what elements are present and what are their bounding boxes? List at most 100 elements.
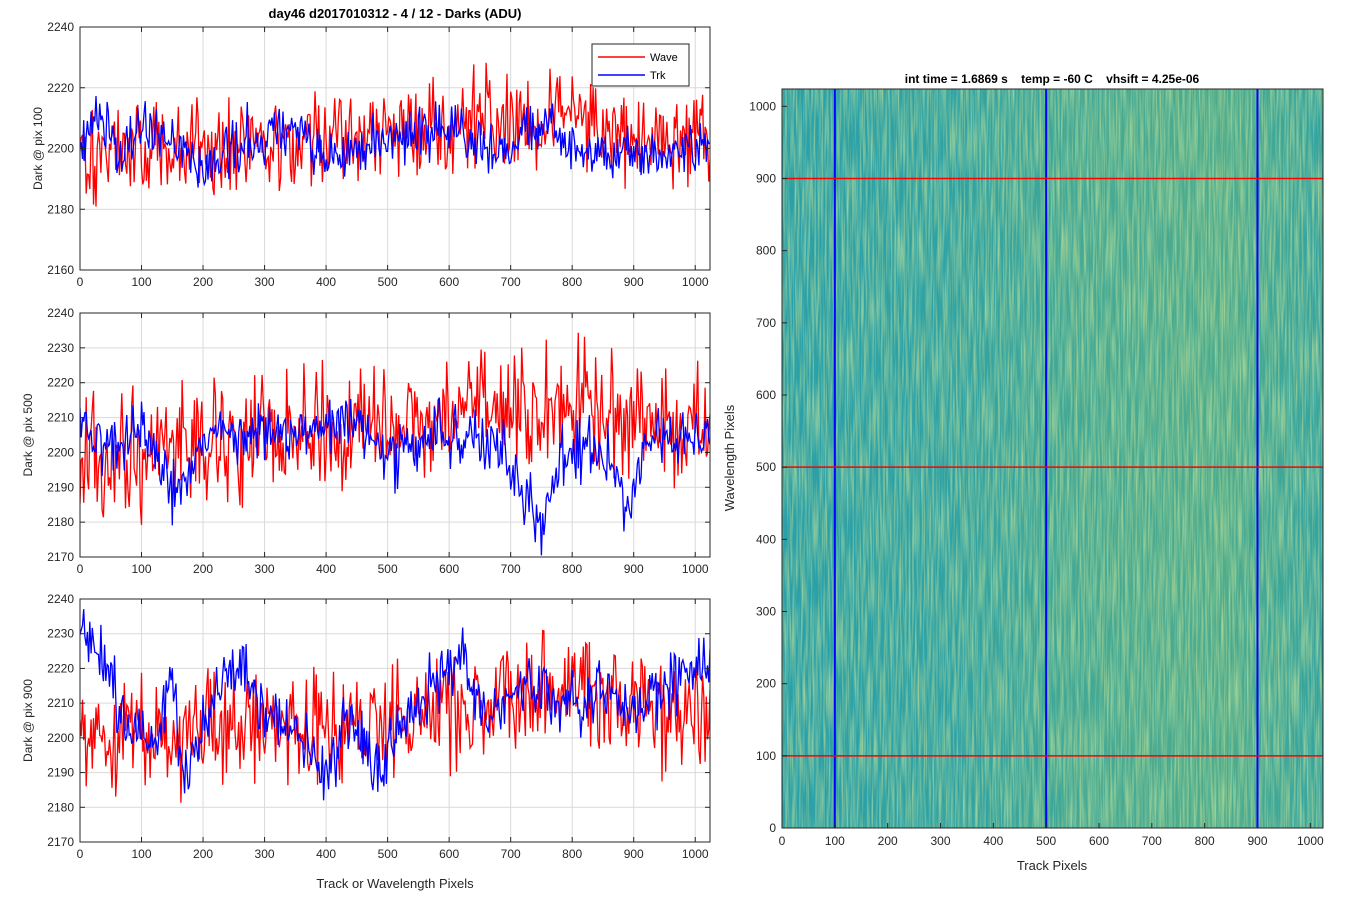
x-tick-label: 500 (378, 562, 398, 576)
heatmap-x-tick-label: 400 (983, 834, 1003, 848)
series-lines-pix-900 (80, 609, 710, 803)
x-tick-label: 100 (132, 847, 152, 861)
heatmap-title: int time = 1.6869 s temp = -60 C vhsift … (905, 72, 1200, 86)
x-tick-label: 200 (193, 562, 213, 576)
x-tick-label: 0 (77, 275, 84, 289)
heatmap-y-tick-label: 1000 (749, 99, 776, 113)
panel-pix-500: 0 100 200 300 400 500 600 700 800 900 1000 2170 2180… (21, 306, 711, 576)
x-tick-label: 1000 (682, 275, 709, 289)
y-tick-label: 2170 (47, 835, 74, 849)
y-tick-label: 2180 (47, 202, 74, 216)
heatmap-y-tick-label: 0 (769, 821, 776, 835)
y-tick-label: 2180 (47, 800, 74, 814)
series-lines-pix-500 (80, 332, 710, 556)
heatmap-y-tick-label: 200 (756, 677, 776, 691)
ylabel-pix-100: Dark @ pix 100 (31, 107, 45, 190)
x-tick-label: 900 (624, 562, 644, 576)
heatmap-x-tick-label: 700 (1142, 834, 1162, 848)
y-tick-label: 2200 (47, 142, 74, 156)
legend-label-trk: Trk (650, 70, 666, 82)
y-tick-label: 2190 (47, 480, 74, 494)
heatmap-x-tick-label: 100 (825, 834, 845, 848)
x-tick-label: 100 (132, 275, 152, 289)
x-tick-label: 1000 (682, 847, 709, 861)
legend-label-wave: Wave (650, 52, 678, 64)
x-tick-label: 0 (77, 562, 84, 576)
panel-pix-100: 0 100 200 300 400 500 600 700 800 900 1000 2160 2180… (31, 20, 711, 289)
heatmap-xlabel: Track Pixels (1017, 858, 1088, 873)
y-tick-label: 2230 (47, 627, 74, 641)
heatmap-ylabel: Wavelength Pixels (722, 404, 737, 511)
series-line-trk-pix-900 (80, 609, 710, 801)
heatmap-y-tick-label: 500 (756, 460, 776, 474)
y-tick-label: 2240 (47, 592, 74, 606)
y-tick-label: 2190 (47, 766, 74, 780)
plot-area-pix-500 (80, 313, 710, 557)
heatmap-y-tick-label: 800 (756, 244, 776, 258)
x-tick-label: 600 (439, 847, 459, 861)
heatmap-panel: int time = 1.6869 s temp = -60 C vhsift … (722, 72, 1324, 873)
x-tick-label: 700 (501, 847, 521, 861)
y-tick-label: 2200 (47, 731, 74, 745)
x-tick-label: 800 (562, 847, 582, 861)
heatmap-axes-box (781, 88, 1324, 829)
x-tick-label: 500 (378, 847, 398, 861)
tick-labels-pix-100: 0 100 200 300 400 500 600 700 800 900 1000 2160 2180… (47, 20, 710, 289)
y-tick-label: 2200 (47, 445, 74, 459)
axes-box-pix-900 (79, 598, 711, 843)
x-tick-label: 900 (624, 275, 644, 289)
figure-title: day46 d2017010312 - 4 / 12 - Darks (ADU) (269, 6, 522, 21)
series-lines-pix-100 (80, 62, 710, 207)
heatmap-x-tick-label: 900 (1247, 834, 1267, 848)
y-tick-label: 2210 (47, 411, 74, 425)
heatmap-x-tick-label: 1000 (1297, 834, 1324, 848)
x-tick-label: 700 (501, 562, 521, 576)
y-tick-label: 2160 (47, 263, 74, 277)
heatmap-tick-labels: 0 100 200 300 400 500 600 700 800 900 1000 0 100 200 3… (749, 99, 1324, 848)
ylabel-pix-900: Dark @ pix 900 (21, 679, 35, 762)
heatmap-x-tick-label: 0 (779, 834, 786, 848)
y-tick-label: 2180 (47, 515, 74, 529)
legend: Wave Trk (591, 43, 690, 87)
x-tick-label: 1000 (682, 562, 709, 576)
x-tick-label: 300 (255, 847, 275, 861)
heatmap-y-tick-label: 700 (756, 316, 776, 330)
heatmap-y-tick-label: 100 (756, 749, 776, 763)
x-tick-label: 200 (193, 275, 213, 289)
x-tick-label: 400 (316, 847, 336, 861)
heatmap-y-tick-label: 900 (756, 171, 776, 185)
x-tick-label: 600 (439, 562, 459, 576)
y-tick-label: 2220 (47, 81, 74, 95)
x-tick-label: 500 (378, 275, 398, 289)
tick-labels-pix-500: 0 100 200 300 400 500 600 700 800 900 1000 2170 2180… (47, 306, 710, 576)
plot-area-pix-900 (80, 599, 710, 842)
y-tick-label: 2220 (47, 376, 74, 390)
heatmap-streaks (782, 89, 1323, 828)
heatmap-image (782, 89, 1323, 828)
heatmap-markers (782, 89, 1323, 828)
panel-pix-900: 0 100 200 300 400 500 600 700 800 900 1000 2170 2180… (21, 592, 711, 861)
heatmap-y-tick-label: 300 (756, 604, 776, 618)
axes-box-pix-500 (79, 312, 711, 558)
y-tick-label: 2240 (47, 306, 74, 320)
heatmap-y-tick-label: 600 (756, 388, 776, 402)
y-tick-label: 2230 (47, 341, 74, 355)
bottom-xlabel: Track or Wavelength Pixels (316, 876, 474, 891)
x-tick-label: 200 (193, 847, 213, 861)
x-tick-label: 400 (316, 275, 336, 289)
y-tick-label: 2170 (47, 550, 74, 564)
heatmap-x-tick-label: 800 (1195, 834, 1215, 848)
x-tick-label: 300 (255, 275, 275, 289)
series-line-trk-pix-100 (80, 95, 710, 188)
x-tick-label: 0 (77, 847, 84, 861)
heatmap-x-tick-label: 200 (878, 834, 898, 848)
legend-box (591, 43, 690, 87)
x-tick-label: 800 (562, 275, 582, 289)
heatmap-x-tick-label: 500 (1036, 834, 1056, 848)
x-tick-label: 100 (132, 562, 152, 576)
x-tick-label: 800 (562, 562, 582, 576)
x-tick-label: 300 (255, 562, 275, 576)
y-tick-label: 2220 (47, 661, 74, 675)
series-line-trk-pix-500 (80, 397, 710, 556)
